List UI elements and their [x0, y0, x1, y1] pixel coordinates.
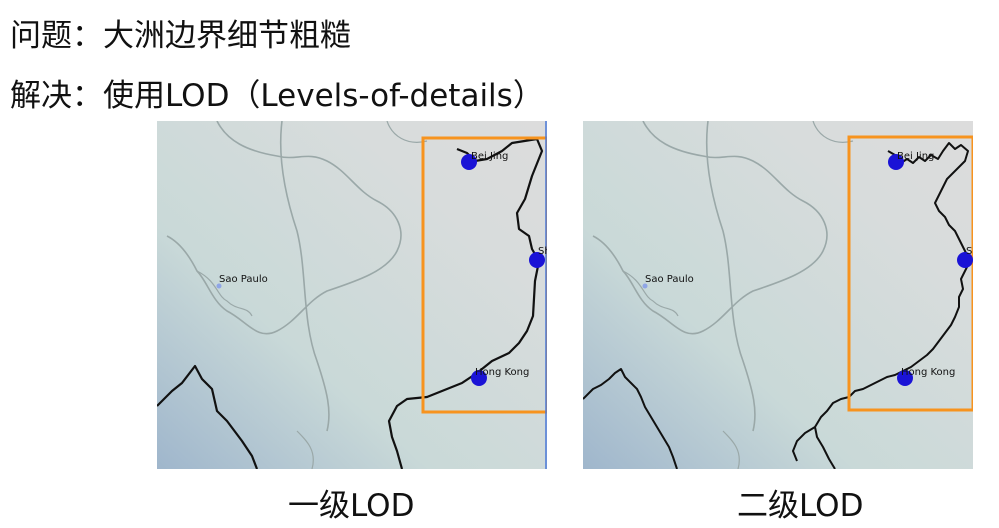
continent-border [279, 121, 330, 432]
continent-border [296, 430, 314, 469]
city-label-saopaulo: Sao Paulo [219, 274, 268, 285]
continent-border [166, 121, 402, 335]
continent-border [705, 121, 756, 432]
map-background [583, 121, 973, 469]
city-marker[interactable] [888, 154, 904, 170]
city-marker[interactable] [216, 283, 222, 289]
city-label-hongkong: Hong Kong [901, 367, 955, 378]
highlight-box [847, 135, 973, 412]
city-marker[interactable] [957, 252, 973, 268]
city-marker[interactable] [461, 154, 477, 170]
caption-lod-2: 二级LOD [737, 488, 864, 524]
solution-statement: 解决：使用LOD（Levels-of-details） [10, 78, 544, 114]
continent-border [196, 270, 253, 317]
continent-border [592, 121, 828, 335]
coastline [583, 368, 678, 469]
problem-statement: 问题：大洲边界细节粗糙 [10, 18, 351, 54]
coastline [814, 142, 970, 469]
city-label-saopaulo: Sao Paulo [645, 274, 694, 285]
city-label-hongkong: Hong Kong [475, 367, 529, 378]
city-marker[interactable] [642, 283, 648, 289]
map-canvas-lod-2: Bei Jing Sh Hong Kong Sao Paulo [583, 121, 973, 469]
map-lod-level-1[interactable]: Bei Jing Sh Hong Kong Sao Paulo [157, 121, 547, 469]
city-label-beijing: Bei Jing [471, 151, 508, 162]
map-canvas-lod-1: Bei Jing Sh Hong Kong Sao Paulo [157, 121, 547, 469]
city-marker[interactable] [897, 370, 913, 386]
city-label-beijing: Bei Jing [897, 151, 934, 162]
map-background [157, 121, 547, 469]
city-marker[interactable] [529, 252, 545, 268]
continent-border [622, 270, 679, 317]
city-marker[interactable] [471, 370, 487, 386]
highlight-box [421, 136, 547, 414]
city-label-shanghai: Sh [538, 246, 547, 257]
caption-lod-1: 一级LOD [288, 488, 415, 524]
map-lod-level-2[interactable]: Bei Jing Sh Hong Kong Sao Paulo [583, 121, 973, 469]
coastline [791, 426, 816, 462]
coastline [157, 364, 259, 469]
city-label-shanghai: Sh [966, 246, 973, 257]
coastline [387, 137, 544, 469]
continent-border [722, 430, 740, 469]
